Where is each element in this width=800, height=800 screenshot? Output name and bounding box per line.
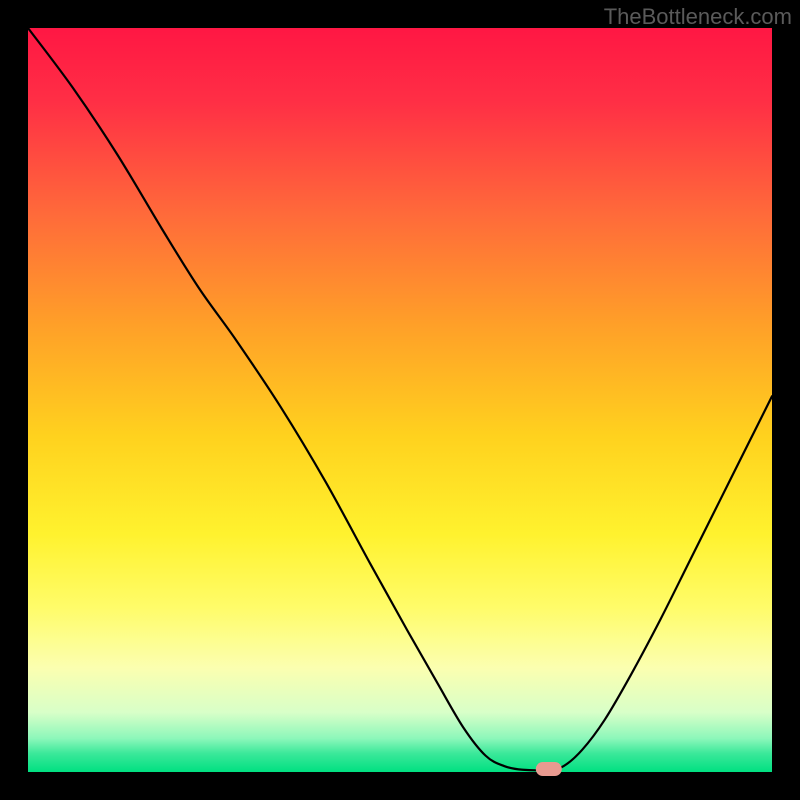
gradient-background xyxy=(28,28,772,772)
bottleneck-curve-chart xyxy=(0,0,800,800)
watermark-text: TheBottleneck.com xyxy=(604,4,792,30)
chart-container: TheBottleneck.com xyxy=(0,0,800,800)
current-position-marker xyxy=(536,762,562,776)
